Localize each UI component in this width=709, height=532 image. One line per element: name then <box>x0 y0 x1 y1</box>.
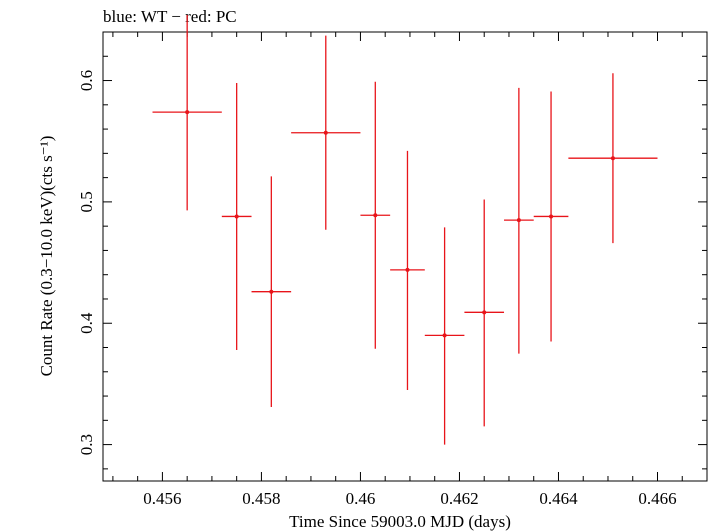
data-marker <box>234 214 239 219</box>
data-point <box>424 227 465 445</box>
data-point <box>291 35 361 230</box>
chart-title: blue: WT − red: PC <box>103 7 237 26</box>
y-tick-label: 0.6 <box>77 70 96 91</box>
data-point <box>533 91 569 342</box>
data-series <box>152 15 658 445</box>
data-point <box>251 176 292 407</box>
data-marker <box>405 267 410 272</box>
x-axis-label: Time Since 59003.0 MJD (days) <box>289 512 511 531</box>
data-marker <box>373 213 378 218</box>
x-tick-label: 0.466 <box>638 489 676 508</box>
data-marker <box>323 130 328 135</box>
y-axis: 0.3 0.4 0.5 0.6 <box>77 31 707 470</box>
data-marker <box>442 333 447 338</box>
y-tick-label: 0.3 <box>77 434 96 455</box>
data-point <box>504 87 534 354</box>
data-point <box>152 15 222 211</box>
data-point <box>221 82 252 350</box>
data-marker <box>610 156 615 161</box>
x-tick-label: 0.464 <box>539 489 578 508</box>
data-point <box>568 73 658 244</box>
data-marker <box>482 310 487 315</box>
x-tick-label: 0.462 <box>440 489 478 508</box>
x-tick-label: 0.456 <box>143 489 181 508</box>
data-marker <box>269 289 274 294</box>
x-tick-label: 0.458 <box>242 489 280 508</box>
data-marker <box>185 110 190 115</box>
data-marker <box>516 218 521 223</box>
data-point <box>360 81 391 349</box>
y-tick-label: 0.4 <box>77 312 96 334</box>
x-axis: 0.456 0.458 0.46 0.462 0.464 0.466 <box>112 32 708 508</box>
plot-frame <box>102 31 708 482</box>
y-tick-label: 0.5 <box>77 191 96 212</box>
y-axis-label: Count Rate (0.3−10.0 keV)(cts s⁻¹) <box>37 136 56 377</box>
data-point <box>390 150 425 390</box>
data-point <box>464 199 505 427</box>
x-tick-label: 0.46 <box>346 489 376 508</box>
data-marker <box>549 214 554 219</box>
